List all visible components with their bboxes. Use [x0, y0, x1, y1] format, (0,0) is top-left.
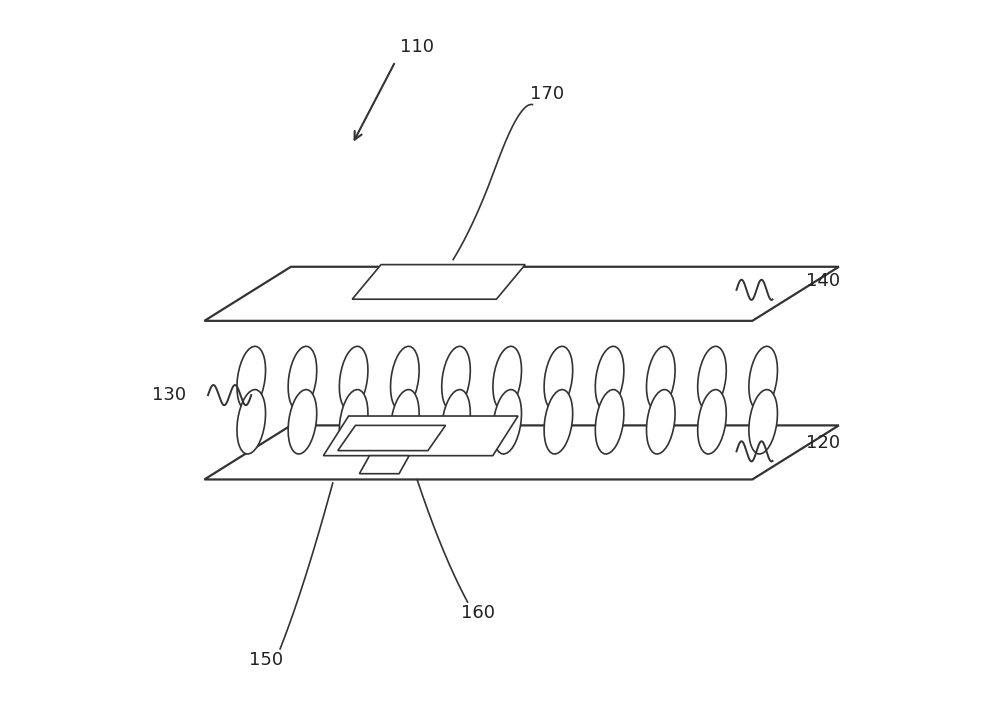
Ellipse shape [237, 389, 266, 454]
Ellipse shape [698, 346, 726, 411]
Text: 160: 160 [461, 604, 495, 622]
Ellipse shape [391, 346, 419, 411]
Ellipse shape [595, 389, 624, 454]
Text: 110: 110 [400, 38, 434, 56]
Polygon shape [359, 456, 409, 474]
Polygon shape [352, 265, 525, 299]
Ellipse shape [544, 346, 573, 411]
Text: 140: 140 [806, 273, 841, 290]
Ellipse shape [493, 346, 522, 411]
Ellipse shape [391, 389, 419, 454]
Ellipse shape [698, 389, 726, 454]
Ellipse shape [442, 346, 470, 411]
Text: 170: 170 [530, 85, 564, 102]
Ellipse shape [339, 346, 368, 411]
Ellipse shape [646, 389, 675, 454]
Ellipse shape [237, 346, 266, 411]
Polygon shape [204, 425, 839, 479]
Text: 120: 120 [806, 435, 841, 452]
Ellipse shape [646, 346, 675, 411]
Polygon shape [338, 425, 446, 451]
Ellipse shape [288, 389, 317, 454]
Ellipse shape [544, 389, 573, 454]
Ellipse shape [749, 346, 777, 411]
Text: 150: 150 [249, 651, 283, 668]
Text: 130: 130 [152, 386, 186, 404]
Ellipse shape [749, 389, 777, 454]
Polygon shape [204, 267, 839, 321]
Ellipse shape [288, 346, 317, 411]
Ellipse shape [493, 389, 522, 454]
Ellipse shape [442, 389, 470, 454]
Polygon shape [323, 416, 518, 456]
Ellipse shape [339, 389, 368, 454]
Ellipse shape [595, 346, 624, 411]
